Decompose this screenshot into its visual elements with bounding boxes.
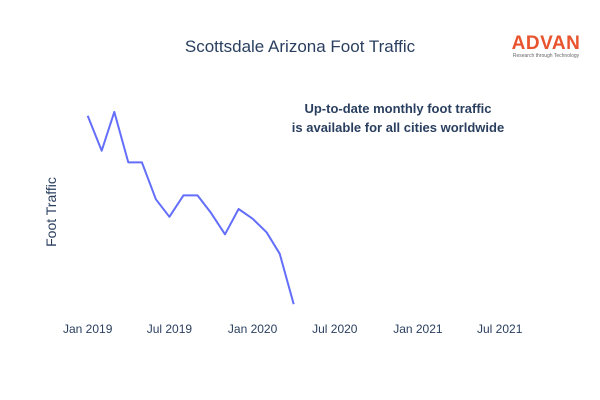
x-tick-label: Jan 2020 <box>228 322 278 336</box>
x-tick-label: Jul 2021 <box>477 322 523 336</box>
x-tick-label: Jul 2020 <box>312 322 358 336</box>
logo-tagline: Research through Technology <box>513 53 580 59</box>
annotation-line-1: Up-to-date monthly foot traffic <box>304 101 491 116</box>
y-axis-label: Foot Traffic <box>43 177 59 247</box>
x-axis-ticks: Jan 2019 Jul 2019 Jan 2020 Jul 2020 Jan 2021… <box>63 322 523 336</box>
chart-title: Scottsdale Arizona Foot Traffic <box>185 37 416 56</box>
series-line <box>86 110 295 305</box>
plot-area <box>86 110 295 305</box>
advan-logo: ADVAN Research through Technology <box>512 33 581 59</box>
logo-wordmark: ADVAN <box>512 33 581 54</box>
x-tick-label: Jul 2019 <box>147 322 193 336</box>
x-tick-label: Jan 2019 <box>63 322 113 336</box>
annotation-line-2: is available for all cities worldwide <box>292 120 504 135</box>
x-tick-label: Jan 2021 <box>393 322 443 336</box>
